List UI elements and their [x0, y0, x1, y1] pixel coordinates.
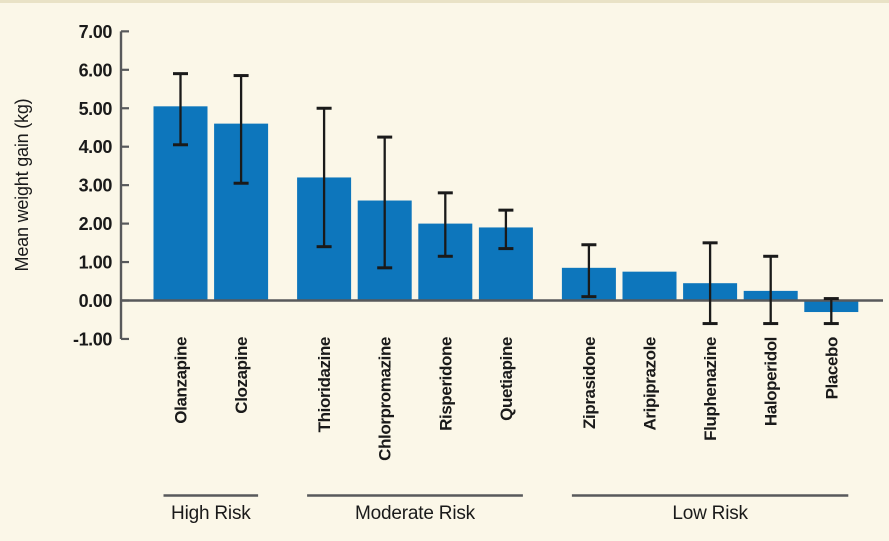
group-label-low-risk: Low Risk — [672, 503, 748, 524]
x-label-quetiapine: Quetiapine — [497, 337, 516, 421]
group-label-moderate-risk: Moderate Risk — [355, 503, 476, 524]
y-tick-label-5.00: 5.00 — [79, 99, 113, 119]
x-label-clozapine: Clozapine — [232, 337, 251, 414]
x-label-thioridazine: Thioridazine — [315, 337, 334, 432]
x-label-chlorpromazine: Chlorpromazine — [376, 337, 395, 461]
x-label-aripiprazole: Aripiprazole — [640, 337, 659, 430]
y-tick-label-6.00: 6.00 — [79, 60, 113, 80]
figure-top-border — [0, 0, 889, 3]
y-axis-title: Mean weight gain (kg) — [12, 99, 32, 272]
group-label-high-risk: High Risk — [171, 503, 251, 524]
x-label-ziprasidone: Ziprasidone — [580, 337, 599, 429]
labels-layer: -1.00 0.00 1.00 2.00 3.00 4.00 5.00 6.00 7.00 Ola… — [73, 22, 841, 524]
axes-layer — [119, 30, 883, 497]
y-tick-label-7.00: 7.00 — [79, 22, 113, 42]
y-tick-label--1.00: -1.00 — [73, 329, 112, 349]
x-label-placebo: Placebo — [822, 337, 841, 399]
y-tick-label-2.00: 2.00 — [79, 214, 113, 234]
y-tick-label-4.00: 4.00 — [79, 137, 113, 157]
x-label-haloperidol: Haloperidol — [762, 337, 781, 426]
x-label-risperidone: Risperidone — [436, 337, 455, 431]
x-label-olanzapine: Olanzapine — [171, 337, 190, 424]
x-label-fluphenazine: Fluphenazine — [701, 337, 720, 441]
error-bars-layer — [173, 72, 839, 326]
y-tick-label-0.00: 0.00 — [79, 291, 113, 311]
bar-aripiprazole — [622, 271, 677, 301]
y-tick-label-3.00: 3.00 — [79, 176, 113, 196]
y-tick-label-1.00: 1.00 — [79, 253, 113, 273]
